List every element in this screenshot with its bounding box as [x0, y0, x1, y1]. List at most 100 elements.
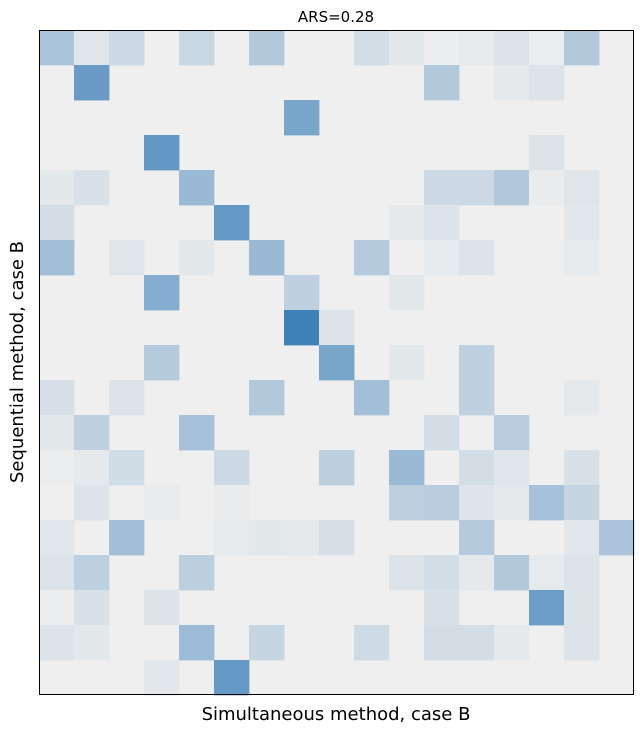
heatmap-cell [39, 555, 75, 591]
heatmap-cell [529, 590, 565, 626]
heatmap-cell [599, 520, 635, 556]
heatmap-cell [144, 345, 180, 381]
heatmap-cell [39, 450, 75, 486]
heatmap-cell [214, 485, 250, 521]
heatmap-cell [389, 555, 425, 591]
plot-frame [39, 30, 634, 695]
heatmap-cell [494, 485, 530, 521]
y-axis-label: Sequential method, case B [7, 241, 28, 483]
heatmap-cell [564, 205, 600, 241]
heatmap-cell [494, 170, 530, 206]
heatmap-cell [179, 415, 215, 451]
heatmap-cell [529, 485, 565, 521]
heatmap-cell [459, 30, 495, 66]
heatmap-cell [564, 170, 600, 206]
heatmap-cell [284, 520, 320, 556]
heatmap-cell [354, 625, 390, 661]
heatmap-cell [39, 415, 75, 451]
heatmap-cell [144, 590, 180, 626]
heatmap-cell [39, 30, 75, 66]
heatmap-cell [319, 520, 355, 556]
heatmap-cell [74, 415, 110, 451]
heatmap-cell [39, 205, 75, 241]
heatmap-cell [459, 520, 495, 556]
heatmap-cell [529, 555, 565, 591]
heatmap-cell [144, 485, 180, 521]
heatmap-cell [424, 240, 460, 276]
heatmap-cell [319, 345, 355, 381]
heatmap-cell [564, 590, 600, 626]
heatmap-cell [179, 555, 215, 591]
heatmap-cells [39, 30, 635, 696]
heatmap-cell [179, 625, 215, 661]
heatmap-cell [564, 240, 600, 276]
heatmap-cell [74, 590, 110, 626]
heatmap-cell [74, 170, 110, 206]
heatmap-cell [319, 450, 355, 486]
heatmap-cell [74, 625, 110, 661]
heatmap-cell [529, 65, 565, 101]
heatmap-cell [424, 170, 460, 206]
heatmap-cell [109, 240, 145, 276]
heatmap-cell [354, 240, 390, 276]
heatmap-cell [284, 275, 320, 311]
heatmap-cell [109, 30, 145, 66]
heatmap-cell [39, 590, 75, 626]
heatmap-cell [494, 625, 530, 661]
x-axis-label: Simultaneous method, case B [202, 704, 471, 725]
heatmap-cell [564, 450, 600, 486]
heatmap-cell [249, 625, 285, 661]
heatmap-cell [144, 660, 180, 696]
heatmap-cell [564, 520, 600, 556]
heatmap-cell [564, 555, 600, 591]
heatmap-cell [459, 450, 495, 486]
heatmap-cell [214, 660, 250, 696]
heatmap-cell [74, 555, 110, 591]
heatmap-cell [39, 625, 75, 661]
heatmap-cell [249, 30, 285, 66]
heatmap-cell [424, 555, 460, 591]
heatmap-cell [39, 170, 75, 206]
heatmap-cell [109, 380, 145, 416]
heatmap-cell [179, 30, 215, 66]
heatmap-cell [424, 485, 460, 521]
heatmap-cell [179, 170, 215, 206]
heatmap-cell [389, 450, 425, 486]
heatmap-cell [389, 30, 425, 66]
heatmap-cell [424, 590, 460, 626]
heatmap-cell [74, 450, 110, 486]
heatmap-cell [284, 100, 320, 136]
heatmap-cell [459, 240, 495, 276]
heatmap-cell [494, 65, 530, 101]
heatmap-cell [74, 30, 110, 66]
heatmap-cell [529, 170, 565, 206]
heatmap-cell [144, 275, 180, 311]
heatmap-cell [214, 520, 250, 556]
heatmap-cell [249, 520, 285, 556]
heatmap-cell [284, 310, 320, 346]
heatmap-cell [389, 485, 425, 521]
heatmap-cell [39, 520, 75, 556]
heatmap-cell [494, 450, 530, 486]
heatmap-cell [179, 240, 215, 276]
heatmap-cell [459, 380, 495, 416]
heatmap-cell [389, 275, 425, 311]
heatmap-cell [529, 30, 565, 66]
heatmap-cell [39, 240, 75, 276]
heatmap-cell [494, 555, 530, 591]
heatmap-cell [424, 625, 460, 661]
heatmap-cell [39, 380, 75, 416]
heatmap-cell [529, 135, 565, 171]
heatmap-cell [389, 345, 425, 381]
heatmap-cell [74, 65, 110, 101]
heatmap-cell [424, 205, 460, 241]
heatmap-cell [564, 485, 600, 521]
heatmap-cell [459, 625, 495, 661]
heatmap-cell [109, 450, 145, 486]
heatmap-cell [249, 380, 285, 416]
heatmap-cell [389, 205, 425, 241]
heatmap-cell [354, 30, 390, 66]
heatmap-cell [459, 345, 495, 381]
heatmap-cell [459, 485, 495, 521]
